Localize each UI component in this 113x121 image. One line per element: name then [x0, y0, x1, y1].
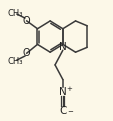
Text: −: − — [66, 109, 72, 115]
Text: N: N — [58, 87, 66, 97]
Text: +: + — [66, 86, 72, 92]
Text: O: O — [23, 16, 30, 26]
Text: C: C — [59, 106, 66, 116]
Text: N: N — [58, 42, 66, 52]
Text: CH₃: CH₃ — [7, 9, 23, 18]
Text: CH₃: CH₃ — [7, 57, 23, 66]
Text: O: O — [23, 48, 30, 58]
